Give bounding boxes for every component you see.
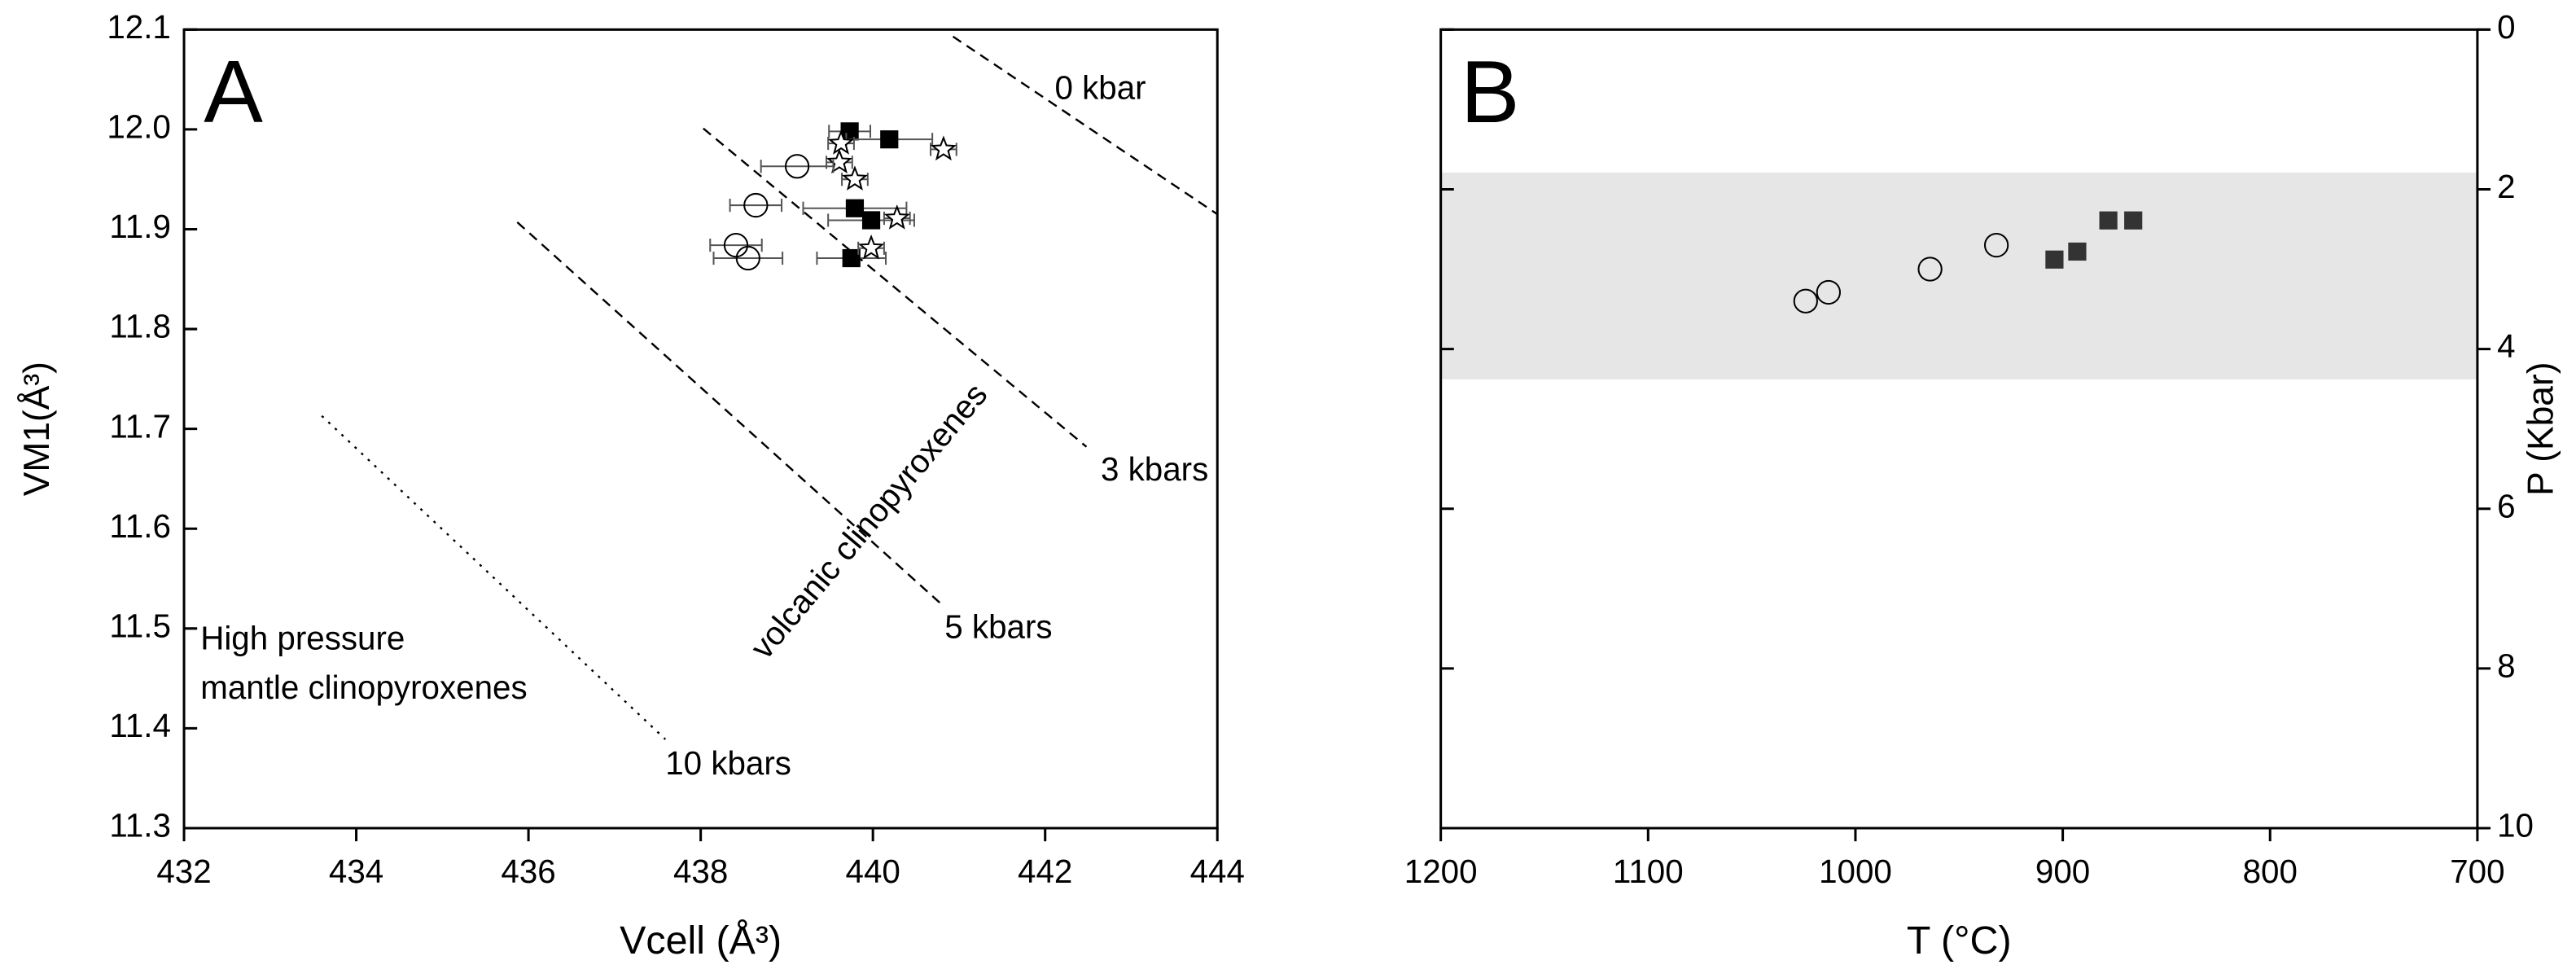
plot-frame [182, 28, 1219, 830]
square-point [861, 211, 881, 230]
isobar-line [952, 35, 1218, 216]
y-tick-label: 11.9 [109, 208, 171, 245]
circle-point [1983, 232, 2009, 258]
star-point [827, 129, 855, 155]
square-point [840, 122, 859, 141]
star-point [857, 234, 885, 260]
y-axis-label: P (Kbar) [2521, 362, 2561, 495]
square-point [845, 199, 865, 217]
star-point [883, 204, 910, 230]
plot-frame [1439, 28, 2479, 830]
star-point [841, 165, 869, 191]
circle-point [784, 154, 810, 179]
isobar-line [321, 414, 667, 740]
square-point [2099, 211, 2118, 230]
circle-point [1793, 288, 1818, 314]
x-tick-label: 432 [156, 853, 211, 890]
x-axis-label: T (°C) [1907, 919, 2012, 963]
x-tick-label: 440 [846, 853, 900, 890]
y-tick-label: 12.1 [107, 8, 171, 46]
square-point [880, 130, 899, 149]
y-tick-label: 2 [2497, 168, 2515, 205]
error-bar [709, 239, 763, 252]
star-point [826, 148, 853, 174]
annotation: 10 kbars [665, 744, 791, 782]
x-tick-label: 700 [2450, 853, 2504, 890]
circle-point [1917, 257, 1943, 282]
square-point [2045, 250, 2064, 269]
isobar-line [516, 221, 943, 606]
x-tick-label: 800 [2243, 853, 2298, 890]
annotation: 0 kbar [1054, 69, 1146, 107]
x-tick-label: 1100 [1613, 853, 1684, 890]
isobar-line [703, 127, 1088, 448]
circle-point [743, 192, 769, 218]
circle-point [735, 245, 760, 271]
y-axis-label: VM1(Å³) [17, 362, 57, 496]
square-point [2124, 211, 2143, 230]
x-tick-label: 1000 [1819, 853, 1892, 890]
x-tick-label: 434 [329, 853, 383, 890]
annotation: 5 kbars [944, 607, 1052, 645]
annotation: High pressure [200, 620, 405, 657]
y-tick-label: 11.5 [109, 607, 171, 644]
annotation: 3 kbars [1101, 450, 1208, 488]
x-tick-label: 442 [1018, 853, 1072, 890]
x-tick-label: 436 [501, 853, 555, 890]
y-tick-label: 6 [2497, 487, 2515, 524]
square-point [842, 248, 861, 268]
x-tick-label: 438 [673, 853, 728, 890]
panel: 432 434 436 438 440 442 444 11.3 11.4 11.5 11.6 11.… [17, 8, 1245, 963]
panel-label: B [1461, 42, 1520, 142]
y-tick-label: 10 [2497, 807, 2534, 844]
x-tick-label: 1200 [1404, 853, 1478, 890]
star-point [930, 135, 957, 161]
y-tick-label: 11.7 [109, 407, 171, 445]
y-tick-label: 11.8 [109, 308, 171, 345]
y-tick-label: 0 [2497, 8, 2515, 46]
y-tick-label: 11.3 [109, 807, 171, 844]
annotation: mantle clinopyroxenes [200, 669, 527, 706]
y-tick-label: 11.6 [109, 507, 171, 545]
error-bar [760, 160, 835, 173]
x-axis-label: Vcell (Å³) [620, 919, 782, 963]
pressure-band [1440, 172, 2477, 379]
panel: 1200 1100 1000 900 800 700 0 2 4 6 8 10 T (°C) P (Kba… [1404, 8, 2561, 963]
y-tick-label: 11.4 [109, 707, 171, 744]
error-bar [729, 198, 783, 213]
x-tick-label: 900 [2035, 853, 2090, 890]
square-point [2068, 242, 2087, 261]
panel-label: A [204, 42, 263, 142]
error-bar [712, 251, 784, 265]
y-tick-label: 12.0 [107, 108, 171, 146]
x-tick-label: 444 [1190, 853, 1245, 890]
y-tick-label: 8 [2497, 647, 2515, 685]
y-tick-label: 4 [2497, 327, 2515, 365]
circle-point [1816, 279, 1841, 305]
